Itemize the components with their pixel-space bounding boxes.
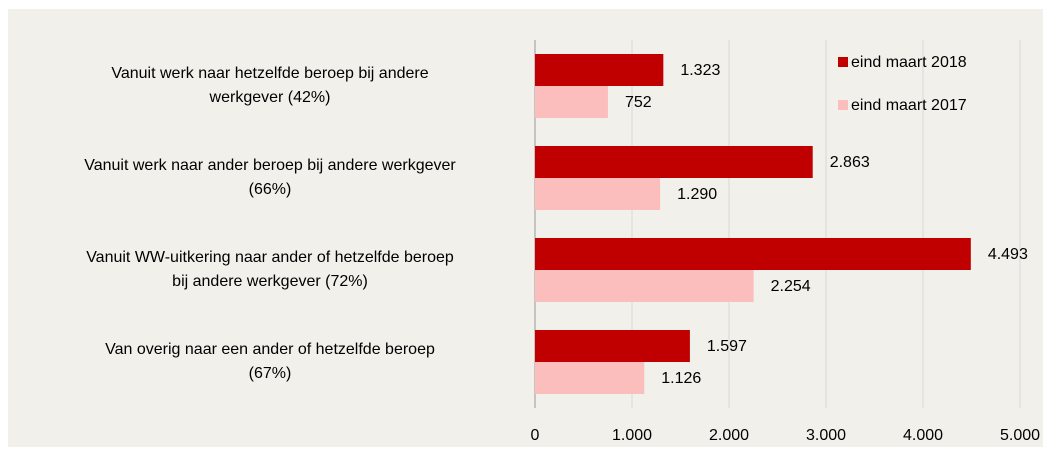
value-label: 4.493 <box>988 246 1028 263</box>
bar <box>535 146 813 178</box>
bar <box>535 178 661 210</box>
legend-swatch <box>838 100 848 110</box>
bar <box>535 362 645 394</box>
x-tick-label: 5.000 <box>1000 427 1040 444</box>
x-tick-label: 2.000 <box>709 427 749 444</box>
value-label: 1.323 <box>680 62 720 79</box>
value-label: 2.863 <box>830 154 870 171</box>
category-label: Van overig naar een ander of hetzelfde b… <box>105 341 435 382</box>
value-label: 1.126 <box>661 370 701 387</box>
x-tick-label: 1.000 <box>612 427 652 444</box>
category-label: Vanuit werk naar ander beroep bij andere… <box>84 157 456 198</box>
value-label: 752 <box>625 94 652 111</box>
bar <box>535 238 971 270</box>
legend-label: eind maart 2018 <box>851 54 967 71</box>
bar <box>535 330 690 362</box>
x-tick-label: 0 <box>531 427 540 444</box>
background <box>8 9 1043 447</box>
legend-label: eind maart 2017 <box>851 97 967 114</box>
bar <box>535 270 754 302</box>
x-tick-label: 4.000 <box>903 427 943 444</box>
category-label: Vanuit werk naar hetzelfde beroep bij an… <box>111 65 429 106</box>
bar <box>535 54 664 86</box>
value-label: 2.254 <box>771 278 811 295</box>
value-label: 1.290 <box>677 186 717 203</box>
legend-swatch <box>838 57 848 67</box>
category-label: Vanuit WW-uitkering naar ander of hetzel… <box>86 249 454 290</box>
value-label: 1.597 <box>707 338 747 355</box>
x-tick-label: 3.000 <box>806 427 846 444</box>
bar <box>535 86 608 118</box>
